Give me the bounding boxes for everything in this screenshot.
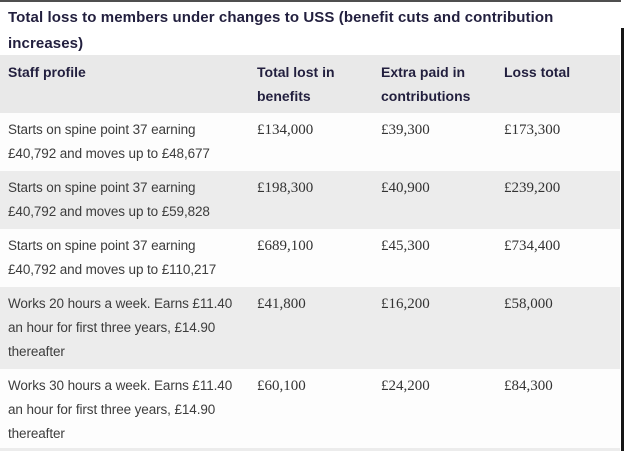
- cell-loss-total: £173,300: [504, 122, 561, 138]
- cell-staff-profile: Works 20 hours a week. Earns £11.40 an h…: [8, 296, 233, 359]
- cell-staff-profile: Starts on spine point 37 earning £40,792…: [8, 180, 210, 219]
- table-title: Total loss to members under changes to U…: [8, 9, 554, 52]
- column-header-loss-total: Loss total: [504, 64, 571, 80]
- right-border-line: [621, 28, 624, 451]
- cell-total-lost-in-benefits: £134,000: [257, 122, 314, 138]
- cell-staff-profile: Starts on spine point 37 earning £40,792…: [8, 122, 210, 161]
- table-row: Starts on spine point 37 earning £40,792…: [0, 171, 620, 229]
- table-row: Starts on spine point 37 earning £40,792…: [0, 113, 620, 171]
- cell-loss-total: £239,200: [504, 180, 561, 196]
- cell-extra-paid-in-contributions: £39,300: [381, 122, 430, 138]
- data-table: Staff profile Total lost in benefits Extra…: [0, 55, 620, 451]
- cell-staff-profile: Starts on spine point 37 earning £40,792…: [8, 238, 217, 277]
- cell-total-lost-in-benefits: £41,800: [257, 296, 306, 312]
- cell-loss-total: £84,300: [504, 378, 553, 394]
- cell-extra-paid-in-contributions: £24,200: [381, 378, 430, 394]
- column-header-total-lost-in-benefits: Total lost in benefits: [257, 64, 335, 104]
- table-body: Starts on spine point 37 earning £40,792…: [0, 113, 620, 451]
- cell-extra-paid-in-contributions: £40,900: [381, 180, 430, 196]
- cell-staff-profile: Works 30 hours a week. Earns £11.40 an h…: [8, 378, 233, 441]
- cell-total-lost-in-benefits: £60,100: [257, 378, 306, 394]
- table-header-row: Staff profile Total lost in benefits Extra…: [0, 55, 620, 113]
- cell-total-lost-in-benefits: £198,300: [257, 180, 314, 196]
- table-row: Starts on spine point 37 earning £40,792…: [0, 229, 620, 287]
- cell-loss-total: £734,400: [504, 238, 561, 254]
- top-border-line: [0, 0, 621, 2]
- cell-extra-paid-in-contributions: £16,200: [381, 296, 430, 312]
- cell-loss-total: £58,000: [504, 296, 553, 312]
- next-row-sliver: [0, 448, 620, 451]
- column-header-staff-profile: Staff profile: [8, 64, 86, 80]
- cell-extra-paid-in-contributions: £45,300: [381, 238, 430, 254]
- cell-total-lost-in-benefits: £689,100: [257, 238, 314, 254]
- column-header-extra-paid-in-contributions: Extra paid in contributions: [381, 64, 471, 104]
- table-row: Works 20 hours a week. Earns £11.40 an h…: [0, 287, 620, 369]
- table-row: Works 30 hours a week. Earns £11.40 an h…: [0, 369, 620, 451]
